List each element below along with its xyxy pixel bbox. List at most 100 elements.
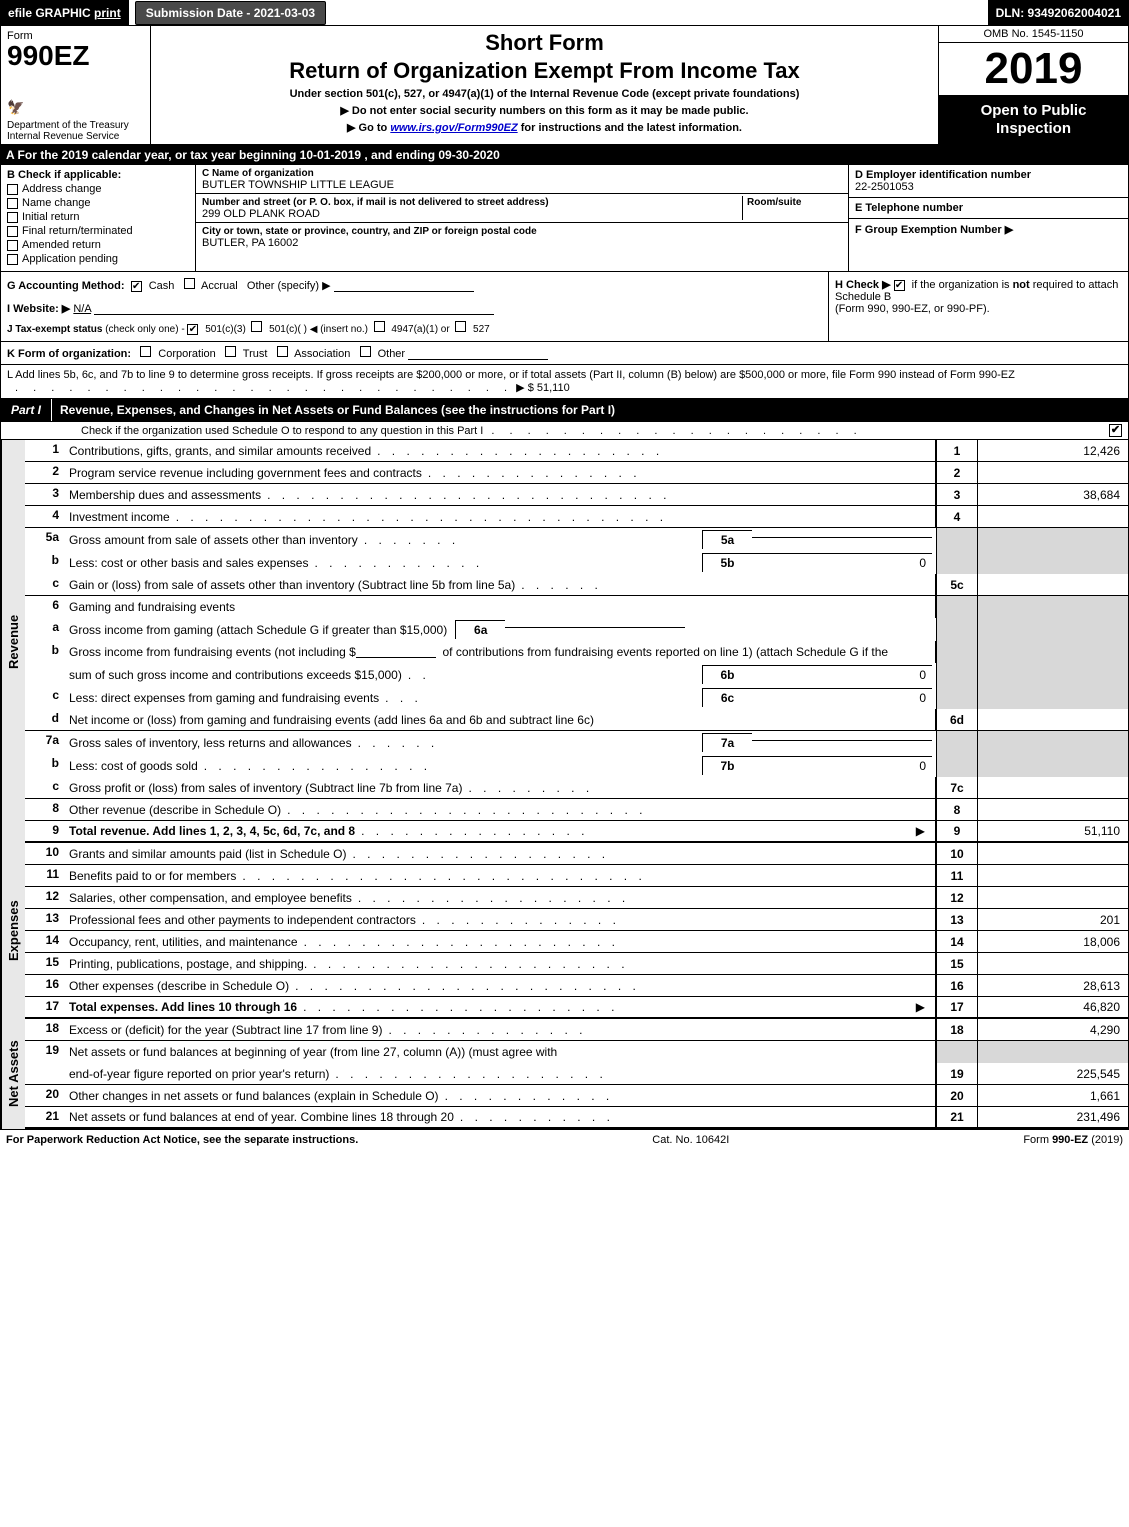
- line-value: [978, 506, 1128, 527]
- check-label: Initial return: [22, 211, 79, 223]
- desc-text: Gain or (loss) from sale of assets other…: [69, 578, 515, 592]
- print-link[interactable]: print: [94, 6, 121, 20]
- line-number: c: [25, 777, 65, 798]
- checkbox-icon[interactable]: ✔: [894, 280, 905, 291]
- dots: . . . . . .: [352, 736, 702, 750]
- inline-val: 0: [752, 756, 932, 775]
- dots: . . . . . . . . . . . . . . .: [422, 466, 931, 480]
- line-number: 15: [25, 953, 65, 974]
- checkbox-icon[interactable]: ✔: [1109, 424, 1122, 437]
- street-value: 299 OLD PLANK ROAD: [202, 208, 320, 220]
- check-label: Application pending: [22, 253, 118, 265]
- line-desc: end-of-year figure reported on prior yea…: [65, 1063, 936, 1084]
- irs-link[interactable]: www.irs.gov/Form990EZ: [390, 122, 517, 134]
- part-1-title: Revenue, Expenses, and Changes in Net As…: [52, 399, 1128, 421]
- desc-text: Less: direct expenses from gaming and fu…: [69, 691, 379, 705]
- line-number: 21: [25, 1107, 65, 1127]
- dots: . . . . . . . . . . . . . . . .: [355, 824, 910, 838]
- line-num-cell: 17: [936, 997, 978, 1017]
- desc-text: Salaries, other compensation, and employ…: [69, 891, 352, 905]
- group-exemption-cell: F Group Exemption Number ▶: [849, 219, 1128, 271]
- top-bar: efile GRAPHIC print Submission Date - 20…: [0, 0, 1129, 26]
- part-1-schedule-o-check: Check if the organization used Schedule …: [0, 422, 1129, 440]
- desc-text: Gross sales of inventory, less returns a…: [69, 736, 352, 750]
- line-desc: Salaries, other compensation, and employ…: [65, 887, 936, 908]
- line-desc: Professional fees and other payments to …: [65, 909, 936, 930]
- line-4: 4 Investment income. . . . . . . . . . .…: [25, 506, 1128, 528]
- check-final-return[interactable]: Final return/terminated: [7, 225, 189, 237]
- ghij-block: G Accounting Method: ✔ Cash Accrual Othe…: [0, 272, 1129, 342]
- line-value: 28,613: [978, 975, 1128, 996]
- department-label: Department of the Treasury Internal Reve…: [7, 120, 129, 142]
- line-num-cell: 4: [936, 506, 978, 527]
- line-17: 17 Total expenses. Add lines 10 through …: [25, 997, 1128, 1019]
- amount-input[interactable]: [356, 646, 436, 658]
- j-insert: ◀ (insert no.): [310, 324, 368, 335]
- check-label: Final return/terminated: [22, 225, 133, 237]
- k-assoc: Association: [294, 348, 350, 360]
- line-number: 20: [25, 1085, 65, 1106]
- ssn-warning: ▶ Do not enter social security numbers o…: [159, 104, 930, 117]
- goto-note: ▶ Go to www.irs.gov/Form990EZ for instru…: [159, 121, 930, 134]
- line-number: d: [25, 709, 65, 730]
- tax-period-bar: A For the 2019 calendar year, or tax yea…: [0, 145, 1129, 165]
- check-application-pending[interactable]: Application pending: [7, 253, 189, 265]
- line-number: 10: [25, 843, 65, 864]
- line-desc: Gain or (loss) from sale of assets other…: [65, 574, 936, 595]
- city-value: BUTLER, PA 16002: [202, 237, 298, 249]
- checkbox-icon[interactable]: [374, 321, 385, 332]
- city-label: City or town, state or province, country…: [202, 226, 537, 237]
- check-amended-return[interactable]: Amended return: [7, 239, 189, 251]
- checkbox-icon[interactable]: [251, 321, 262, 332]
- line-7b: b Less: cost of goods sold. . . . . . . …: [25, 754, 1128, 777]
- check-name-change[interactable]: Name change: [7, 197, 189, 209]
- g-accrual: Accrual: [201, 280, 238, 292]
- checkbox-icon[interactable]: [140, 346, 151, 357]
- entity-block: B Check if applicable: Address change Na…: [0, 165, 1129, 272]
- checkbox-icon[interactable]: [277, 346, 288, 357]
- shaded-cell: [978, 618, 1128, 641]
- checkbox-icon: [7, 198, 18, 209]
- dots: . . . . . . .: [358, 533, 702, 547]
- gij-left: G Accounting Method: ✔ Cash Accrual Othe…: [1, 272, 828, 341]
- checkbox-icon[interactable]: ✔: [187, 324, 198, 335]
- checkbox-icon: [7, 184, 18, 195]
- header-left: Form 990EZ 🦅 Department of the Treasury …: [1, 26, 151, 144]
- check-address-change[interactable]: Address change: [7, 183, 189, 195]
- page-footer: For Paperwork Reduction Act Notice, see …: [0, 1129, 1129, 1150]
- line-value: 1,661: [978, 1085, 1128, 1106]
- dots: . . . . . . . . . . . . . . . . . . . . …: [297, 1000, 910, 1014]
- checkbox-icon[interactable]: [184, 278, 195, 289]
- checkbox-icon[interactable]: [455, 321, 466, 332]
- line-value: [978, 799, 1128, 820]
- paperwork-notice: For Paperwork Reduction Act Notice, see …: [6, 1134, 358, 1146]
- dots: . . . . . . . . . . . . . . . . . . . . …: [483, 425, 862, 437]
- desc-text: Total revenue. Add lines 1, 2, 3, 4, 5c,…: [69, 824, 355, 838]
- dots: . . . . . . . . . . . .: [308, 556, 702, 570]
- checkbox-icon[interactable]: [225, 346, 236, 357]
- shaded-cell: [978, 663, 1128, 686]
- line-18: 18 Excess or (deficit) for the year (Sub…: [25, 1019, 1128, 1041]
- line-desc: Gross amount from sale of assets other t…: [65, 528, 936, 551]
- checkbox-icon[interactable]: ✔: [131, 281, 142, 292]
- efile-graphic-label: efile GRAPHIC print: [0, 0, 129, 25]
- line-num-cell: 10: [936, 843, 978, 864]
- dots: . . .: [379, 691, 702, 705]
- line-number: [25, 1063, 65, 1084]
- check-initial-return[interactable]: Initial return: [7, 211, 189, 223]
- i-label: I Website: ▶: [7, 303, 70, 315]
- g-label: G Accounting Method:: [7, 280, 125, 292]
- checkbox-icon[interactable]: [360, 346, 371, 357]
- j-note: (check only one) -: [105, 324, 184, 335]
- k-other-input[interactable]: [408, 348, 548, 360]
- line-19-r2: end-of-year figure reported on prior yea…: [25, 1063, 1128, 1085]
- desc-text: sum of such gross income and contributio…: [69, 668, 402, 682]
- entity-right: D Employer identification number 22-2501…: [848, 165, 1128, 271]
- form-ref-suffix: (2019): [1088, 1134, 1123, 1146]
- g-other-input[interactable]: [334, 280, 474, 292]
- inline-val: [752, 537, 932, 542]
- line-desc: Gaming and fundraising events: [65, 596, 936, 618]
- line-num-cell: 9: [936, 821, 978, 841]
- dots: . . . . . . . . . . . . . . . . . . .: [352, 891, 931, 905]
- b-label: B Check if applicable:: [7, 169, 189, 181]
